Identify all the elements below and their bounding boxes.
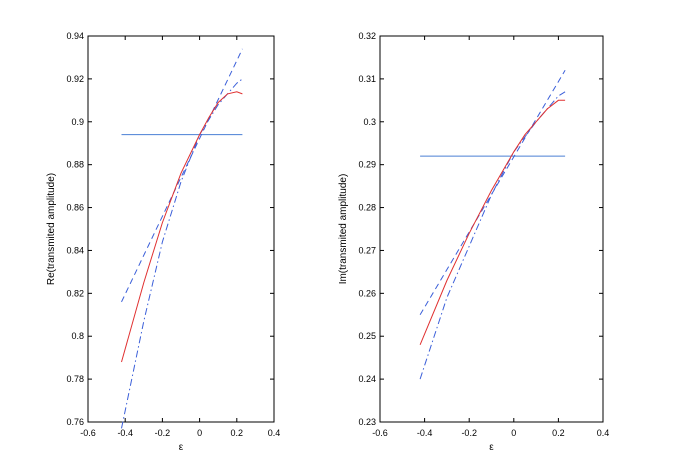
series-line-dashed	[419, 70, 566, 316]
x-tick-label: -0.2	[155, 428, 171, 438]
y-tick-label: 0.24	[358, 374, 376, 384]
x-tick-label: 0.4	[268, 428, 281, 438]
y-axis-label: Re(transmited amplitude)	[46, 173, 57, 285]
y-tick-label: 0.8	[71, 331, 84, 341]
x-tick-label: 0.2	[231, 428, 244, 438]
y-tick-label: 0.27	[358, 245, 376, 255]
x-tick-label: 0.2	[552, 428, 565, 438]
y-tick-label: 0.82	[66, 288, 84, 298]
y-tick-label: 0.86	[66, 203, 84, 213]
x-axis-label: ε	[489, 442, 494, 453]
y-tick-label: 0.88	[66, 160, 84, 170]
x-axis-label: ε	[179, 442, 184, 453]
y-tick-label: 0.76	[66, 417, 84, 427]
series-line-dashed	[121, 48, 243, 303]
y-tick-label: 0.31	[358, 74, 376, 84]
y-tick-label: 0.94	[66, 31, 84, 41]
y-tick-label: 0.9	[71, 117, 84, 127]
y-tick-label: 0.26	[358, 288, 376, 298]
chart-panel-im: -0.6 -0.4 -0.2 0 0.2 0.4 0.23 0.24 0.25 0.26 0.27 0…	[338, 31, 609, 453]
series-line-solid	[419, 99, 566, 345]
x-tick-label: -0.2	[461, 428, 477, 438]
y-tick-label: 0.32	[358, 31, 376, 41]
y-tick-label: 0.23	[358, 417, 376, 427]
series-line-solid	[121, 91, 243, 363]
y-tick-label: 0.78	[66, 374, 84, 384]
y-tick-label: 0.28	[358, 203, 376, 213]
x-tick-label: 0.4	[597, 428, 610, 438]
x-tick-label: -0.4	[417, 428, 433, 438]
x-tick-label: -0.6	[372, 428, 388, 438]
x-tick-label: -0.4	[117, 428, 133, 438]
series-line-dashdot	[419, 91, 566, 380]
chart-panel-re: -0.6 -0.4 -0.2 0 0.2 0.4 0.76 0.78 0.8 0.82 0.84 0.…	[46, 31, 280, 453]
axes-frame	[87, 35, 275, 423]
y-tick-label: 0.25	[358, 331, 376, 341]
y-axis-label: Im(transmited amplitude)	[338, 174, 349, 285]
x-tick-label: -0.6	[80, 428, 96, 438]
y-tick-label: 0.84	[66, 245, 84, 255]
x-tick-label: 0	[197, 428, 202, 438]
y-tick-label: 0.92	[66, 74, 84, 84]
series-line-dashdot	[121, 78, 243, 429]
y-tick-label: 0.29	[358, 160, 376, 170]
axes-frame	[379, 35, 604, 423]
y-tick-label: 0.3	[363, 117, 376, 127]
x-tick-label: 0	[511, 428, 516, 438]
